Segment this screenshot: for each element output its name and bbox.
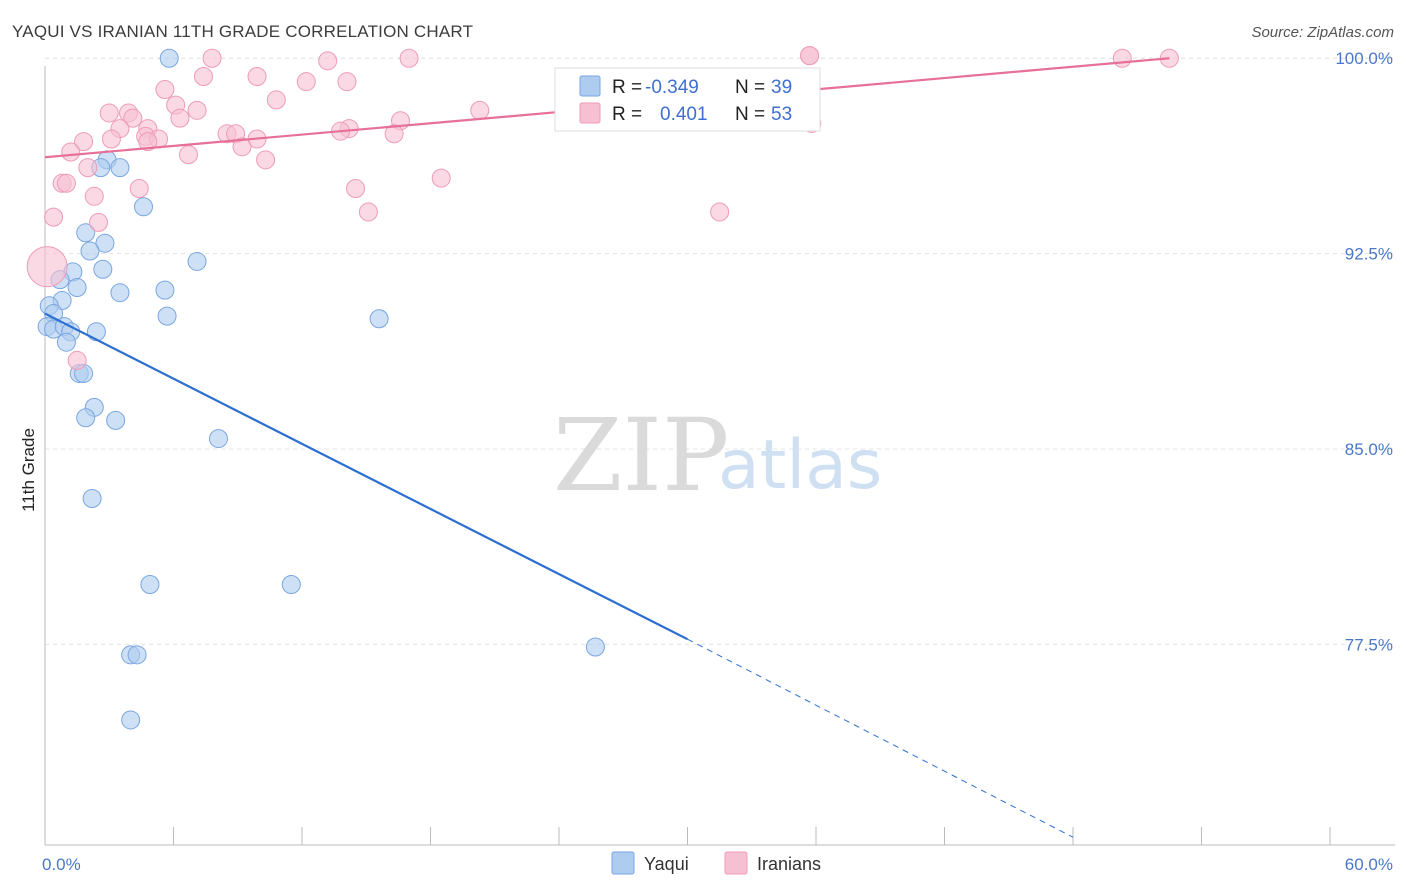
x-tick-labels: 0.0% 60.0% [42,855,1393,874]
iranians-point [337,72,357,92]
yaqui-point [208,429,228,449]
bottom-legend-swatch-yaqui [611,851,635,875]
y-tick-labels: 100.0% 92.5% 85.0% 77.5% [1335,49,1393,654]
yaqui-point [369,309,389,329]
iranians-point [187,100,207,120]
yaqui-point [93,259,113,279]
chart-title: YAQUI VS IRANIAN 11TH GRADE CORRELATION … [12,22,474,41]
yaqui-point [121,710,141,730]
bottom-legend-yaqui: Yaqui [644,854,689,874]
yaqui-point [86,322,106,342]
stats-legend: R = -0.349 N = 39 R = 0.401 N = 53 [554,67,821,132]
yaqui-point [155,280,175,300]
iranians-point [346,178,366,198]
watermark-atlas: atlas [718,426,882,505]
iranians-point [202,48,222,68]
x-tick-label: 0.0% [42,855,81,874]
legend-r-iranians: 0.401 [660,104,708,125]
iranians-point [44,207,64,227]
yaqui-trend-extension [687,638,1074,838]
iranians-point [78,158,98,178]
iranians-point [431,168,451,188]
yaqui-point [110,283,130,303]
iranians-point [61,142,81,162]
series-legend: Yaqui Iranians [611,851,821,875]
y-tick-label: 77.5% [1345,635,1393,654]
y-axis-label: 11th Grade [19,428,38,512]
iranians-point [256,150,276,170]
yaqui-point [106,410,126,430]
yaqui-point [134,197,154,217]
iranians-point [266,90,286,110]
yaqui-point [281,574,301,594]
y-tick-label: 100.0% [1335,49,1393,68]
iranians-point [101,129,121,149]
yaqui-point [56,332,76,352]
iranians-point [155,79,175,99]
iranians-point [129,178,149,198]
watermark: ZIP atlas [553,397,882,514]
legend-swatch-iranians [579,102,601,124]
y-tick-label: 92.5% [1345,245,1393,264]
legend-r-label-yaqui: R = [612,77,642,98]
yaqui-point [82,489,102,509]
x-tick-label: 60.0% [1345,855,1393,874]
legend-swatch-yaqui [579,75,601,97]
iranians-point [84,186,104,206]
iranians-point [358,202,378,222]
iranians-point [170,108,190,128]
yaqui-point [187,251,207,271]
iranians-point [296,72,316,92]
iranians-point [74,132,94,152]
yaqui-point [67,277,87,297]
iranians-point [99,103,119,123]
iranians-point [67,350,87,370]
iranians-point [470,100,490,120]
yaqui-point [110,158,130,178]
iranians-point [26,246,68,288]
yaqui-point [585,637,605,657]
grid-lines [45,57,1395,645]
yaqui-point [140,574,160,594]
legend-n-iranians: 53 [771,104,792,125]
y-tick-label: 85.0% [1345,440,1393,459]
yaqui-point [76,408,96,428]
iranians-point [247,66,267,86]
legend-n-label-yaqui: N = [735,77,765,98]
iranians-point [318,51,338,71]
yaqui-point [80,241,100,261]
legend-n-yaqui: 39 [771,77,792,98]
iranians-point [384,124,404,144]
legend-r-yaqui: -0.349 [645,77,699,98]
legend-n-label-iranians: N = [735,104,765,125]
bottom-legend-swatch-iranians [724,851,748,875]
iranians-point [56,173,76,193]
iranians-point [193,66,213,86]
data-points [26,46,1179,730]
yaqui-point [127,645,147,665]
iranians-point [399,48,419,68]
yaqui-point [76,223,96,243]
watermark-zip: ZIP [553,397,729,514]
axes [44,66,1395,846]
iranians-point [178,145,198,165]
iranians-point [138,132,158,152]
iranians-point [1112,48,1132,68]
yaqui-point [157,306,177,326]
source-label: Source: ZipAtlas.com [1251,24,1394,41]
iranians-point [89,212,109,232]
yaqui-point [95,233,115,253]
iranians-point [800,46,820,66]
legend-r-label-iranians: R = [612,104,642,125]
yaqui-point [159,48,179,68]
iranians-point [123,108,143,128]
yaqui-trend-line [44,312,688,641]
iranians-point [232,137,252,157]
iranians-point [710,202,730,222]
bottom-legend-iranians: Iranians [757,854,821,874]
